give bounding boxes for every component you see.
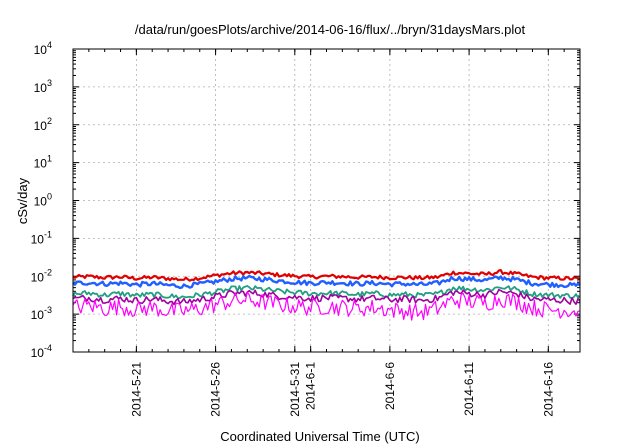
series-line	[72, 288, 581, 306]
y-axis-label: cSv/day	[15, 177, 30, 224]
y-tick-label: 100	[34, 192, 52, 209]
series-layer	[72, 269, 581, 321]
y-tick-label: 10-2	[31, 267, 52, 284]
y-tick-label: 104	[34, 40, 52, 57]
x-tick-label: 2014-6-1	[304, 362, 318, 410]
x-tick-label: 2014-6-16	[541, 362, 555, 417]
plot-frame	[72, 48, 581, 353]
grid-lines	[73, 49, 580, 352]
x-tick-label: 2014-5-26	[209, 362, 223, 417]
x-axis-ticks: 2014-5-21 2014-5-26 2014-5-31 2014-6-1 2014-…	[72, 49, 581, 417]
y-tick-label: 10-4	[31, 343, 52, 360]
chart-title: /data/run/goesPlots/archive/2014-06-16/f…	[135, 22, 526, 37]
y-tick-label: 10-1	[31, 229, 52, 246]
y-tick-label: 102	[34, 116, 52, 133]
series-line	[72, 274, 581, 290]
x-tick-label: 2014-6-6	[383, 362, 397, 410]
x-tick-label: 2014-5-31	[288, 362, 302, 417]
x-tick-label: 2014-5-21	[129, 362, 143, 417]
series-line	[72, 285, 581, 300]
y-tick-label: 101	[34, 154, 52, 171]
series-line	[72, 269, 581, 282]
series-line	[72, 291, 581, 321]
y-tick-label: 103	[34, 78, 52, 95]
x-axis-label: Coordinated Universal Time (UTC)	[220, 429, 419, 444]
x-tick-label: 2014-6-11	[462, 362, 476, 416]
y-tick-label: 10-3	[31, 305, 52, 322]
y-axis-ticks: 10-4 10-3 10-2 10-1 100 101 102 103 104	[31, 40, 580, 360]
